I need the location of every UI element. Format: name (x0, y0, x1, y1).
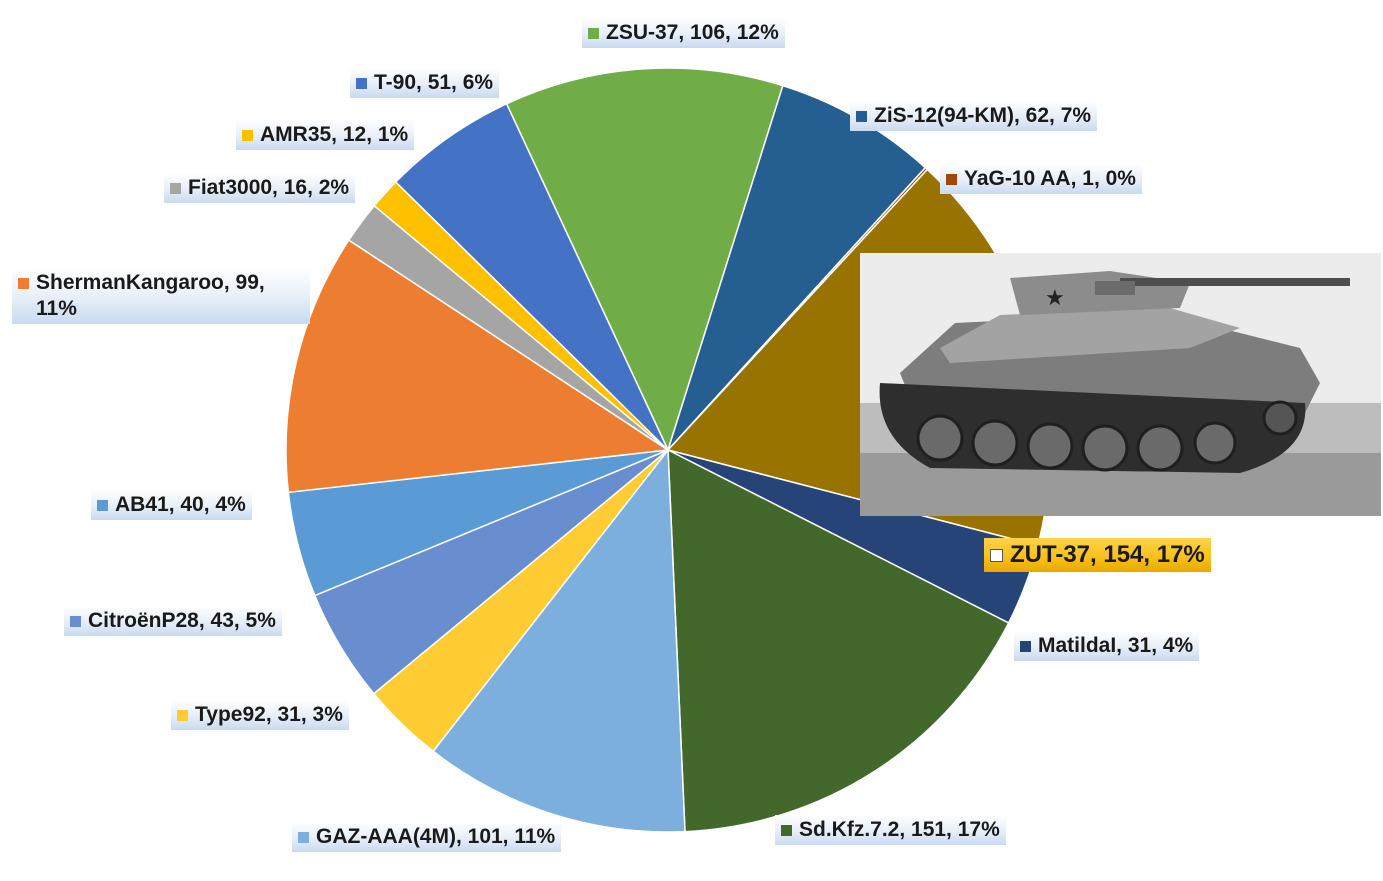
swatch-amr35 (242, 130, 253, 141)
label-citroen: CitroënP28, 43, 5% (64, 606, 282, 636)
swatch-matildai (1020, 641, 1031, 652)
label-ab41: AB41, 40, 4% (91, 490, 252, 520)
swatch-zis-12 (856, 111, 867, 122)
swatch-gaz-aaa (298, 832, 309, 843)
svg-text:★: ★ (1045, 286, 1065, 311)
pie-slice-shermankangaroo (285, 239, 671, 494)
label-amr35: AMR35, 12, 1% (236, 120, 415, 150)
label-yag-10: YaG-10 AA, 1, 0% (940, 164, 1142, 194)
swatch-zut-37 (990, 549, 1003, 562)
pie-slice-zsu-37 (505, 67, 784, 453)
label-gaz-aaa: GAZ-AAA(4M), 101, 11% (292, 822, 562, 852)
swatch-sdkfz (781, 825, 792, 836)
label-type92: Type92, 31, 3% (171, 700, 349, 730)
label-shermankangaroo: ShermanKangaroo, 99, 11% (12, 268, 310, 324)
swatch-citroen (70, 616, 81, 627)
swatch-zsu-37 (588, 28, 599, 39)
label-matildai: MatildaI, 31, 4% (1014, 631, 1200, 661)
label-fiat3000: Fiat3000, 16, 2% (164, 173, 356, 203)
swatch-t-90 (356, 78, 367, 89)
label-zis-12: ZiS-12(94-KM), 62, 7% (850, 101, 1098, 131)
label-sdkfz: Sd.Kfz.7.2, 151, 17% (775, 815, 1006, 845)
swatch-ab41 (97, 500, 108, 511)
tank-photo: ★ (860, 253, 1381, 516)
label-zsu-37: ZSU-37, 106, 12% (582, 18, 785, 48)
swatch-shermankangaroo (18, 278, 29, 289)
swatch-fiat3000 (170, 183, 181, 194)
label-zut-37: ZUT-37, 154, 17% (984, 538, 1211, 572)
pie-slice-gaz-aaa-4m (432, 447, 686, 833)
swatch-yag-10 (946, 174, 957, 185)
label-t-90: T-90, 51, 6% (350, 68, 500, 98)
pie-slice-sd-kfz-7-2 (667, 448, 1010, 833)
swatch-type92 (177, 710, 188, 721)
pie-slice-t-90 (394, 102, 669, 451)
